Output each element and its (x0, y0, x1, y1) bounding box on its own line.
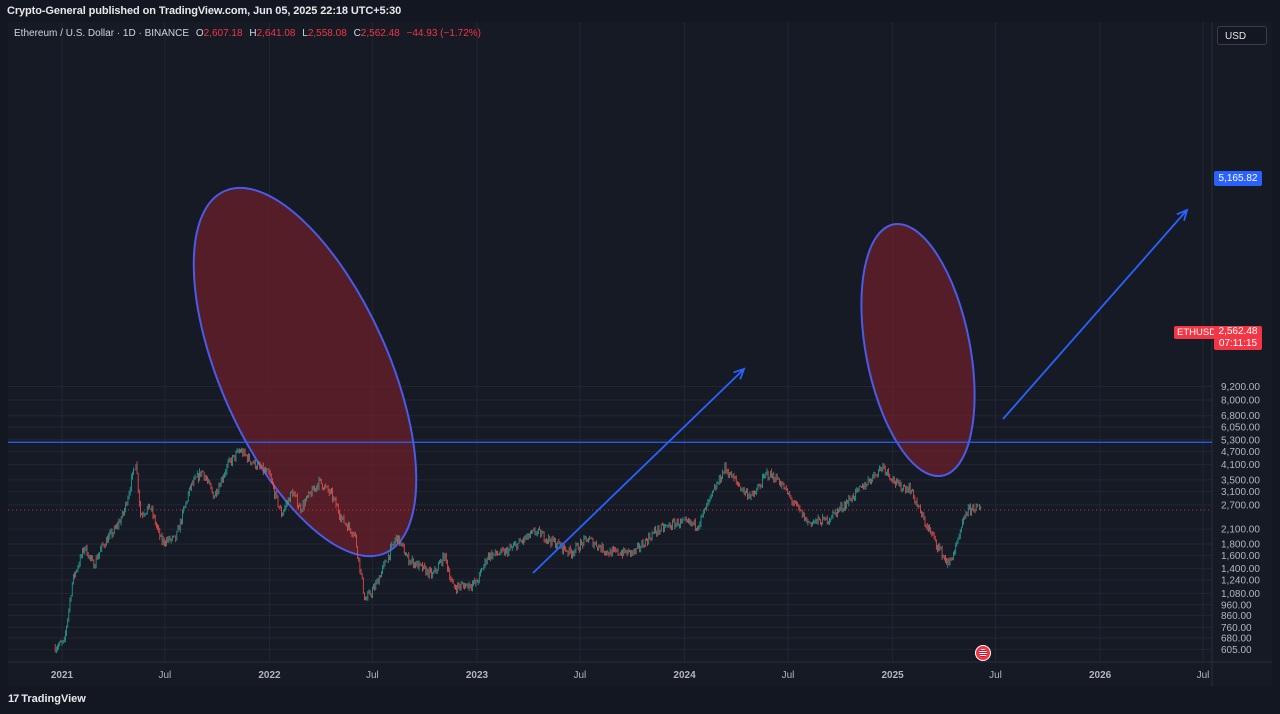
y-tick-label: 2,100.00 (1221, 525, 1260, 536)
y-tick-label: 6,800.00 (1221, 411, 1260, 422)
drawdown-ellipse-2025 (860, 222, 976, 478)
open-label: O (195, 28, 204, 39)
symbol-legend: Ethereum / U.S. Dollar · 1D · BINANCE O2… (14, 28, 481, 39)
y-tick-label: 1,800.00 (1221, 540, 1260, 551)
last-price-value: 2,562.48 (1218, 326, 1258, 337)
symbol-name[interactable]: Ethereum / U.S. Dollar · 1D · BINANCE (14, 28, 190, 39)
tradingview-brand: TradingView (21, 693, 86, 705)
y-tick-label: 9,200.00 (1221, 382, 1260, 393)
close-value: 2,562.48 (360, 28, 400, 39)
x-tick-label: Jul (159, 670, 172, 681)
x-tick-label: Jul (782, 670, 795, 681)
published-caption: Crypto-General published on TradingView.… (7, 5, 402, 17)
top-bar: Crypto-General published on TradingView.… (0, 0, 1280, 22)
y-tick-label: 860.00 (1221, 611, 1252, 622)
y-tick-label: 605.00 (1221, 645, 1252, 656)
y-tick-label: 680.00 (1221, 634, 1252, 645)
currency-button[interactable]: USD (1217, 26, 1267, 45)
y-tick-label: 960.00 (1221, 600, 1252, 611)
y-tick-label: 5,300.00 (1221, 435, 1260, 446)
x-tick-label: 2022 (258, 670, 281, 681)
y-tick-label: 8,000.00 (1221, 396, 1260, 407)
low-value: 2,558.08 (307, 28, 347, 39)
x-tick-label: 2024 (673, 670, 696, 681)
y-tick-label: 3,500.00 (1221, 475, 1260, 486)
y-tick-label: 3,100.00 (1221, 487, 1260, 498)
last-price-tag: 2,562.48 07:11:15 (1214, 326, 1262, 350)
y-tick-label: 760.00 (1221, 623, 1252, 634)
bottom-bar (0, 686, 1280, 714)
y-tick-label: 2,700.00 (1221, 500, 1260, 511)
x-tick-label: Jul (989, 670, 1002, 681)
symbol-price-label: ETHUSD (1174, 326, 1220, 339)
y-tick-label: 1,600.00 (1221, 551, 1260, 562)
x-tick-label: 2026 (1089, 670, 1112, 681)
tradingview-logo[interactable]: 17 TradingView (8, 693, 86, 705)
x-tick-label: Jul (574, 670, 587, 681)
x-tick-label: Jul (1197, 670, 1210, 681)
trend-arrow-2023 (532, 368, 745, 574)
horizontal-line-price-tag: 5,165.82 (1214, 171, 1262, 186)
x-tick-label: 2023 (466, 670, 489, 681)
y-tick-label: 1,240.00 (1221, 576, 1260, 587)
x-tick-label: Jul (366, 670, 379, 681)
y-tick-label: 6,050.00 (1221, 423, 1260, 434)
drawdown-ellipse-2022 (192, 186, 418, 558)
us-flag-icon[interactable] (975, 645, 991, 661)
high-label: H (249, 28, 257, 39)
y-tick-label: 1,400.00 (1221, 564, 1260, 575)
y-tick-label: 4,100.00 (1221, 460, 1260, 471)
x-tick-label: 2025 (881, 670, 904, 681)
y-tick-label: 1,080.00 (1221, 589, 1260, 600)
low-label: L (302, 28, 308, 39)
tradingview-mark-icon: 17 (8, 693, 19, 705)
trend-arrow-2023-head (733, 367, 746, 380)
high-value: 2,641.08 (256, 28, 296, 39)
change-value: −44.93 (−1.72%) (406, 28, 482, 39)
close-label: C (353, 28, 361, 39)
x-tick-label: 2021 (51, 670, 74, 681)
y-tick-label: 4,700.00 (1221, 447, 1260, 458)
trend-arrow-2025 (1002, 209, 1188, 420)
open-value: 2,607.18 (203, 28, 243, 39)
bar-countdown: 07:11:15 (1218, 338, 1258, 349)
trend-arrow-2025-head (1176, 208, 1189, 221)
